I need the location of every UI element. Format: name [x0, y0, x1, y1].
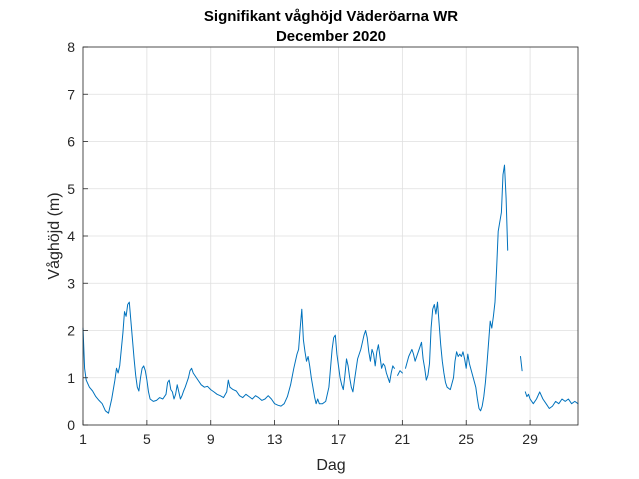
x-tick-label: 17 [331, 431, 347, 447]
y-tick-label: 3 [67, 275, 75, 291]
x-tick-label: 25 [458, 431, 474, 447]
x-tick-label: 1 [79, 431, 87, 447]
x-tick-label: 5 [143, 431, 151, 447]
wave-height-line-segment [520, 356, 523, 372]
y-tick-label: 1 [67, 370, 75, 386]
chart-title: Signifikant våghöjd Väderöarna WR [204, 8, 458, 25]
y-tick-label: 7 [67, 86, 75, 102]
y-tick-label: 6 [67, 134, 75, 150]
y-tick-label: 8 [67, 39, 75, 55]
x-tick-label: 29 [522, 431, 538, 447]
x-tick-label: 9 [207, 431, 215, 447]
series-layer [82, 164, 579, 414]
y-tick-label: 4 [67, 228, 75, 244]
wave-height-line-segment [397, 370, 403, 376]
wave-height-line-segment [82, 301, 395, 414]
wave-height-line-segment [524, 391, 579, 409]
x-axis-label: Dag [316, 457, 345, 474]
x-tick-label: 21 [395, 431, 411, 447]
y-tick-label: 5 [67, 181, 75, 197]
y-tick-label: 0 [67, 417, 75, 433]
y-axis-label: Våghöjd (m) [45, 192, 63, 279]
x-tick-label: 13 [267, 431, 283, 447]
chart-subtitle: December 2020 [276, 28, 386, 45]
wave-height-line-segment [405, 164, 509, 412]
y-tick-label: 2 [67, 323, 75, 339]
